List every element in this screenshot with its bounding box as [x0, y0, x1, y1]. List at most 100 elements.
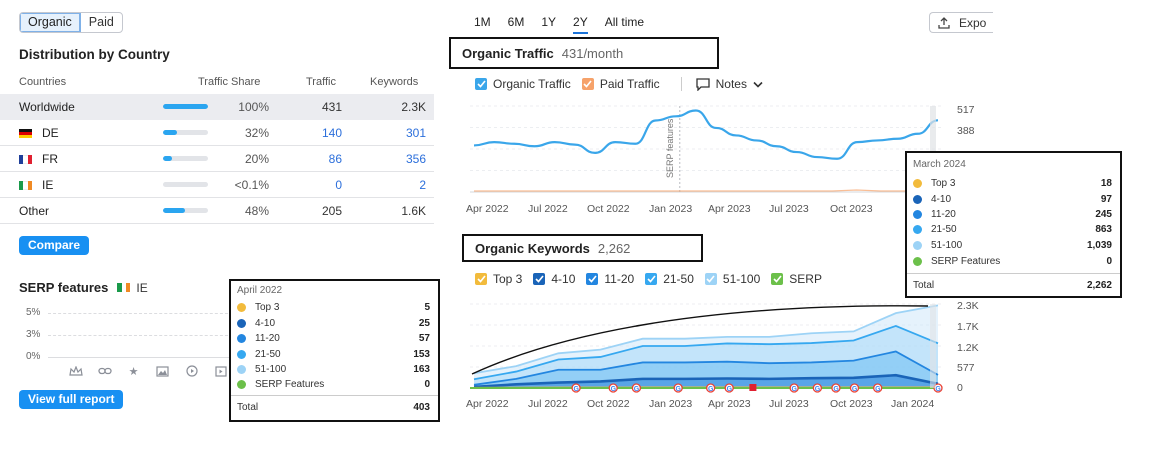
video-icon[interactable] — [182, 365, 201, 377]
traffic-share: 100% — [238, 100, 269, 114]
range-2y[interactable]: 2Y — [573, 15, 588, 34]
table-row-other: Other 48% 205 1.6K — [0, 198, 434, 224]
organic-traffic-line — [473, 109, 939, 160]
crown-icon[interactable] — [66, 365, 85, 377]
tooltip-item: Top 3 18 — [913, 177, 1112, 190]
range-all-time[interactable]: All time — [604, 15, 645, 29]
annotation-curve — [471, 305, 929, 375]
chevron-down-icon — [753, 81, 763, 88]
x-tick: Apr 2022 — [466, 398, 509, 410]
checkbox-icon — [581, 78, 594, 90]
ireland-flag-icon — [117, 283, 131, 292]
traffic-legend: Organic Traffic Paid Traffic Notes — [475, 77, 763, 91]
table-row-fr[interactable]: FR 20% 86 356 — [0, 146, 434, 172]
y-tick: 388 — [957, 125, 975, 137]
export-label: Expo — [959, 15, 987, 30]
note-flag-icon — [749, 384, 757, 391]
paid-tab[interactable]: Paid — [88, 15, 114, 29]
google-marker-icon: G — [705, 383, 716, 393]
germany-flag-icon — [19, 128, 32, 138]
table-row-de[interactable]: DE 32% 140 301 — [0, 120, 434, 146]
notes-dropdown[interactable]: Notes — [695, 77, 763, 91]
traffic-value[interactable]: 140 — [321, 126, 342, 140]
google-marker-icon: G — [849, 383, 860, 393]
checkbox-icon — [645, 273, 658, 285]
range-1m[interactable]: 1M — [474, 15, 491, 29]
svg-text:G: G — [634, 386, 640, 393]
country-name: Other — [19, 204, 50, 218]
y-tick: 517 — [957, 104, 975, 116]
traffic-share: 32% — [244, 126, 269, 140]
legend-4-10[interactable]: 4-10 — [533, 272, 575, 286]
keywords-value[interactable]: 2 — [419, 178, 426, 192]
y-tick: 1.2K — [957, 342, 979, 354]
paid-traffic-line — [474, 189, 938, 192]
share-bar — [163, 130, 208, 135]
tooltip-title: April 2022 — [237, 285, 283, 296]
ireland-flag-icon — [19, 180, 32, 190]
x-tick: Oct 2023 — [830, 398, 873, 410]
traffic-value[interactable]: 86 — [328, 152, 342, 166]
export-button[interactable]: Expo — [929, 12, 993, 33]
serp-y-tick: 0% — [26, 351, 41, 362]
keywords-value[interactable]: 356 — [405, 152, 426, 166]
organic-paid-toggle: Organic Paid — [19, 12, 123, 33]
share-bar — [163, 156, 208, 161]
google-marker-icon: G — [571, 383, 581, 393]
range-6m[interactable]: 6M — [507, 15, 525, 29]
traffic-value: 205 — [321, 204, 342, 218]
tooltip-item: SERP Features 0 — [237, 378, 430, 391]
image-icon[interactable] — [153, 365, 172, 377]
checkbox-icon — [475, 273, 487, 285]
x-tick: Jul 2023 — [769, 203, 809, 215]
play-box-icon[interactable] — [211, 365, 230, 377]
x-tick: Apr 2022 — [466, 203, 509, 215]
table-row-ie[interactable]: IE <0.1% 0 2 — [0, 172, 434, 198]
google-marker-icon: G — [608, 383, 618, 393]
col-countries: Countries — [19, 76, 67, 88]
tooltip-item: 51-100 163 — [237, 363, 430, 376]
legend-21-50[interactable]: 21-50 — [645, 272, 694, 286]
tooltip-item: 4-10 97 — [913, 193, 1112, 206]
keywords-value: 2.3K — [401, 100, 426, 114]
google-marker-icon: G — [673, 383, 683, 393]
table-row-worldwide[interactable]: Worldwide 100% 431 2.3K — [0, 94, 434, 120]
col-traffic: Traffic — [306, 76, 336, 88]
share-bar — [163, 208, 208, 213]
link-icon[interactable] — [95, 365, 114, 377]
share-bar — [163, 104, 208, 109]
legend-organic-traffic[interactable]: Organic Traffic — [475, 77, 571, 91]
compare-button[interactable]: Compare — [19, 236, 90, 255]
country-name: FR — [42, 152, 58, 166]
legend-serp[interactable]: SERP — [771, 272, 822, 286]
organic-keywords-title: Organic Keywords — [475, 240, 590, 256]
keywords-line-21-50 — [473, 324, 939, 381]
legend-top3[interactable]: Top 3 — [475, 272, 522, 286]
svg-text:G: G — [573, 386, 579, 393]
legend-11-20[interactable]: 11-20 — [586, 272, 634, 286]
serp-features-annotation-label: SERP features — [665, 118, 675, 178]
star-icon[interactable]: ★ — [128, 365, 139, 378]
checkbox-icon — [475, 78, 487, 90]
country-name: DE — [42, 126, 59, 140]
organic-traffic-chart[interactable]: SERP features — [470, 100, 990, 205]
google-marker-icon: G — [631, 383, 642, 393]
organic-traffic-value: 431/month — [561, 45, 624, 61]
traffic-value[interactable]: 0 — [335, 178, 342, 192]
google-marker-icon: G — [812, 383, 823, 393]
legend-paid-traffic[interactable]: Paid Traffic — [581, 77, 660, 91]
organic-tab[interactable]: Organic — [20, 13, 81, 32]
country-name: IE — [42, 178, 54, 192]
keywords-value: 1.6K — [401, 204, 426, 218]
x-tick: Jan 2024 — [891, 398, 935, 410]
range-1y[interactable]: 1Y — [541, 15, 557, 29]
x-tick: Jul 2022 — [528, 398, 568, 410]
view-full-report-button[interactable]: View full report — [19, 390, 124, 409]
legend-51-100[interactable]: 51-100 — [704, 272, 760, 286]
x-tick: Oct 2023 — [830, 203, 873, 215]
keywords-value[interactable]: 301 — [405, 126, 426, 140]
svg-text:G: G — [875, 386, 881, 393]
